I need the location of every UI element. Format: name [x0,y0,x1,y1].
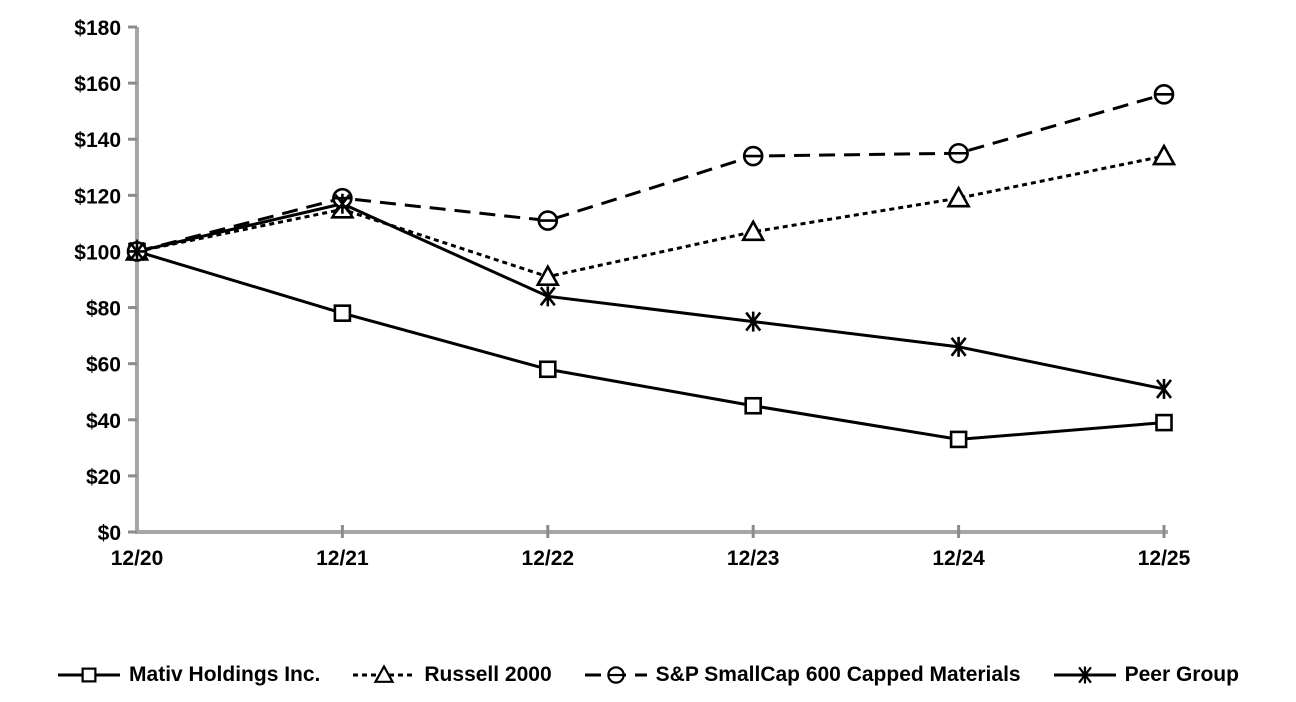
square-marker-icon [81,667,97,683]
y-tick-label: $0 [98,522,121,545]
legend-item-russell-2000: Russell 2000 [352,662,552,688]
legend: Mativ Holdings Inc. Russell 2000 S&P Small… [0,662,1296,688]
x-tick-label: 12/25 [1138,547,1191,570]
x-tick-label: 12/23 [727,547,780,570]
y-tick-label: $20 [86,466,121,489]
y-tick-label: $160 [74,73,121,96]
triangle-marker-icon [1151,143,1177,166]
asterisk-marker-icon [128,241,146,262]
legend-item-peer-group: Peer Group [1053,662,1239,688]
triangle-marker-icon [535,264,561,286]
legend-item-s-p-smallcap-600-capped-materials: S&P SmallCap 600 Capped Materials [584,662,1021,688]
y-tick-label: $100 [74,241,121,264]
y-tick-label: $140 [74,129,121,152]
legend-item-mativ-holdings-inc: Mativ Holdings Inc. [57,662,320,688]
square-marker-icon [333,304,352,322]
square-marker-icon [949,430,968,449]
x-tick-label: 12/24 [932,547,985,570]
series-line-s-p-smallcap-600-capped-materials [136,92,1165,253]
series-line-mativ-holdings-inc [136,250,1165,441]
asterisk-marker-icon [745,311,762,332]
y-tick-label: $40 [86,410,121,433]
y-tick-label: $180 [74,17,121,40]
asterisk-marker-icon [1077,666,1092,684]
legend-label: Peer Group [1124,663,1239,686]
square-marker-icon [538,360,557,379]
triangle-marker-icon [374,664,395,683]
square-legend-swatch [58,667,121,683]
legend-label: Russell 2000 [424,663,552,686]
x-tick-label: 12/21 [316,547,369,570]
y-tick-label: $80 [86,298,121,321]
circle-marker-icon [1153,84,1175,105]
y-tick-label: $120 [74,185,121,208]
triangle-marker-icon [740,219,766,242]
square-marker-icon [744,396,763,415]
legend-label: S&P SmallCap 600 Capped Materials [655,663,1021,686]
plot-area: $0 $20 $40 $60 $80 $100 $120 $140 $160 $180 12/20 1… [74,17,1191,570]
x-tick-label: 12/22 [522,547,575,570]
square-marker-icon [1155,413,1173,432]
circle-marker-icon [742,145,764,167]
asterisk-marker-icon [539,286,556,307]
asterisk-legend-swatch [1053,666,1116,684]
circle-legend-swatch [584,666,647,684]
circle-marker-icon [948,142,969,164]
triangle-legend-swatch [353,664,416,683]
x-tick-label: 12/20 [111,547,164,570]
circle-marker-icon [606,666,625,684]
asterisk-marker-icon [1155,378,1173,399]
series-line-russell-2000 [136,154,1165,279]
y-tick-label: $60 [86,354,121,377]
triangle-marker-icon [946,185,971,208]
circle-marker-icon [537,210,559,231]
asterisk-marker-icon [334,193,351,214]
series-line-peer-group [136,202,1165,391]
legend-label: Mativ Holdings Inc. [129,663,321,686]
asterisk-marker-icon [950,336,967,357]
